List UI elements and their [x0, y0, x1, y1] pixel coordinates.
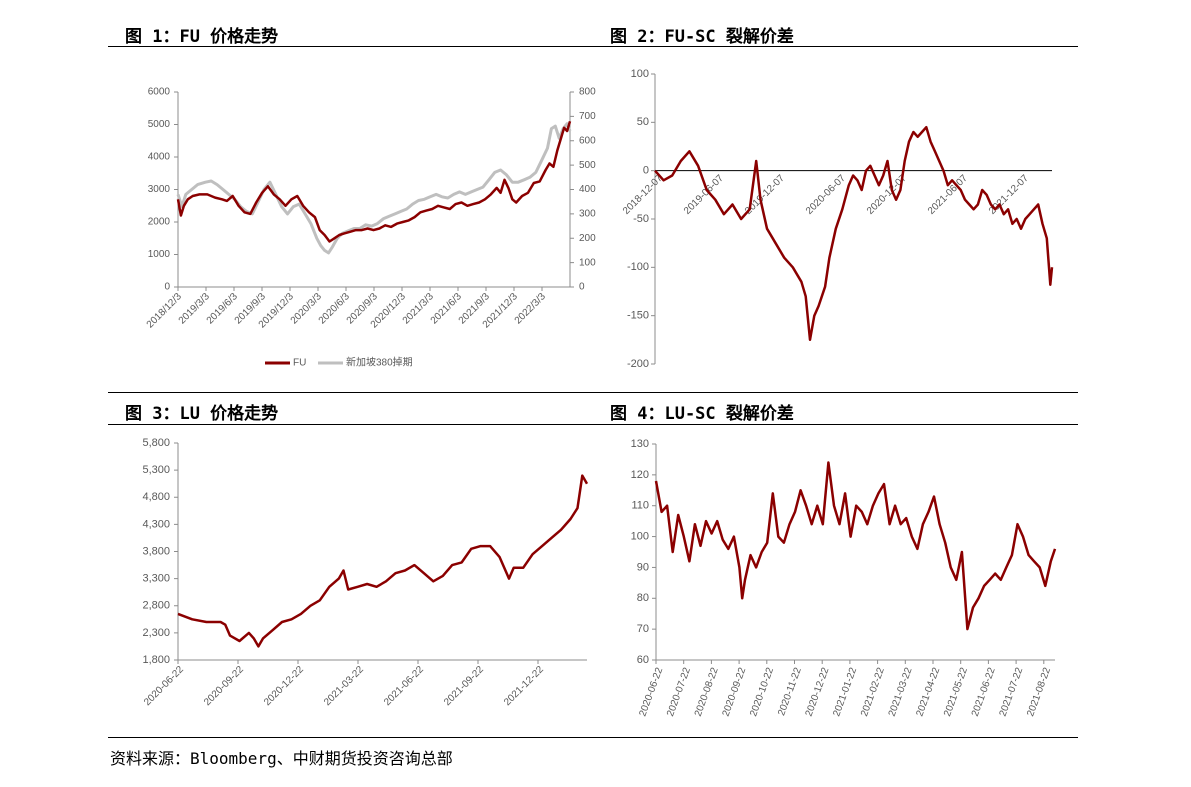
- fig3-y-tick-label: 3,800: [142, 545, 170, 557]
- fig3-y-tick-label: 1,800: [142, 654, 170, 666]
- fig3-x-tick-label: 2020-06-22: [142, 664, 186, 708]
- divider-top: [108, 46, 1078, 47]
- fig3-x-tick-label: 2020-09-22: [202, 664, 246, 708]
- fig4-x-tick-label: 2021-01-22: [831, 666, 859, 718]
- fig4-x-tick-label: 2020-07-22: [665, 666, 693, 718]
- fig1-y-tick-label-right: 400: [579, 184, 596, 195]
- fig2-y-tick-label: 0: [643, 165, 649, 177]
- fig2-y-tick-label: -150: [627, 310, 649, 322]
- fig4-x-tick-label: 2020-11-22: [776, 666, 804, 718]
- fig1-series-sg380: [176, 122, 572, 255]
- fig4-x-tick-label: 2021-07-22: [998, 666, 1026, 718]
- fig3-title: 图 3：LU 价格走势: [125, 404, 279, 424]
- fig2-y-tick-label: 100: [631, 68, 649, 80]
- fig3-y-tick-label: 5,300: [142, 464, 170, 476]
- fig4-x-tick-label: 2021-04-22: [914, 666, 942, 718]
- fig4-x-tick-label: 2021-03-22: [887, 666, 915, 718]
- fig2-y-tick-label: 50: [637, 116, 649, 128]
- fig2-title: 图 2：FU-SC 裂解价差: [610, 27, 794, 47]
- fig1-y-tick-label-right: 700: [579, 111, 596, 122]
- fig3-x-tick-label: 2021-09-22: [442, 664, 486, 708]
- fig4-x-tick-label: 2020-10-22: [748, 666, 776, 718]
- fig4-y-tick-label: 130: [631, 438, 649, 450]
- fig2-series: [654, 125, 1054, 342]
- fig1-x-tick-label: 2018/12/3: [145, 291, 185, 331]
- fig4-y-tick-label: 110: [631, 500, 649, 512]
- fig4-title: 图 4：LU-SC 裂解价差: [610, 404, 794, 424]
- fig1-y-tick-label-right: 500: [579, 160, 596, 171]
- fig4-x-tick-label: 2021-06-22: [970, 666, 998, 718]
- fig1-y-tick-label-left: 5000: [148, 119, 171, 130]
- fig4-x-tick-label: 2020-06-22: [637, 666, 665, 718]
- fig4-y-tick-label: 80: [637, 592, 649, 604]
- fig1-x-tick-label: 2022/3/3: [513, 291, 549, 327]
- fig3-x-tick-label: 2020-12-22: [262, 664, 306, 708]
- divider-mid: [108, 424, 1078, 425]
- fig1-y-tick-label-left: 6000: [148, 87, 171, 98]
- fig4-y-tick-label: 100: [631, 530, 649, 542]
- fig3-x-tick-label: 2021-03-22: [322, 664, 366, 708]
- fig4-y-tick-label: 120: [631, 469, 649, 481]
- divider-mid-top: [108, 392, 1078, 393]
- fig1-legend-sg-label: 新加坡380掉期: [346, 356, 413, 369]
- fig1-y-tick-label-left: 3000: [148, 184, 171, 195]
- fig1-y-tick-label-right: 200: [579, 233, 596, 244]
- fig4-x-tick-label: 2020-12-22: [804, 666, 832, 718]
- fig1-series-fu: [176, 120, 572, 243]
- fig1-y-tick-label-right: 800: [579, 87, 596, 98]
- fig1-y-tick-label-right: 100: [579, 257, 596, 268]
- fig1-y-tick-label-right: 600: [579, 135, 596, 146]
- fig1-y-tick-label-right: 300: [579, 209, 596, 220]
- fig2-y-tick-label: -200: [627, 358, 649, 370]
- fig1-y-tick-label-left: 0: [164, 282, 170, 293]
- fig3-y-tick-label: 5,800: [142, 437, 170, 449]
- fig4-y-tick-label: 90: [637, 561, 649, 573]
- fig2-x-tick-label: 2018-12-07: [621, 173, 665, 217]
- fig4-x-tick-label: 2021-05-22: [942, 666, 970, 718]
- fig4-y-tick-label: 60: [637, 654, 649, 666]
- fig1-y-tick-label-left: 2000: [148, 217, 171, 228]
- fig3-y-tick-label: 2,800: [142, 600, 170, 612]
- fig3-x-tick-label: 2021-12-22: [502, 664, 546, 708]
- fig1-y-tick-label-left: 4000: [148, 152, 171, 163]
- fig3-x-tick-label: 2021-06-22: [382, 664, 426, 708]
- fig4-series: [654, 461, 1057, 631]
- fig4-x-tick-label: 2020-09-22: [721, 666, 749, 718]
- fig3-y-tick-label: 4,300: [142, 518, 170, 530]
- fig1-legend-fu-label: FU: [293, 358, 306, 369]
- fig3-y-tick-label: 3,300: [142, 573, 170, 585]
- fig3-y-tick-label: 2,300: [142, 627, 170, 639]
- fig3-y-tick-label: 4,800: [142, 491, 170, 503]
- fig1-y-tick-label-left: 1000: [148, 249, 171, 260]
- fig4-y-tick-label: 70: [637, 623, 649, 635]
- source-note: 资料来源：Bloomberg、中财期货投资咨询总部: [110, 749, 453, 768]
- fig4-x-tick-label: 2021-08-22: [1025, 666, 1053, 718]
- fig4-x-tick-label: 2020-08-22: [693, 666, 721, 718]
- fig4-x-tick-label: 2021-02-22: [859, 666, 887, 718]
- fig1-title: 图 1：FU 价格走势: [125, 27, 279, 47]
- fig2-y-tick-label: -100: [627, 261, 649, 273]
- fig1-y-tick-label-right: 0: [579, 282, 585, 293]
- divider-bottom: [108, 737, 1078, 738]
- fig2-y-tick-label: -50: [633, 213, 649, 225]
- fig3-series: [177, 474, 589, 648]
